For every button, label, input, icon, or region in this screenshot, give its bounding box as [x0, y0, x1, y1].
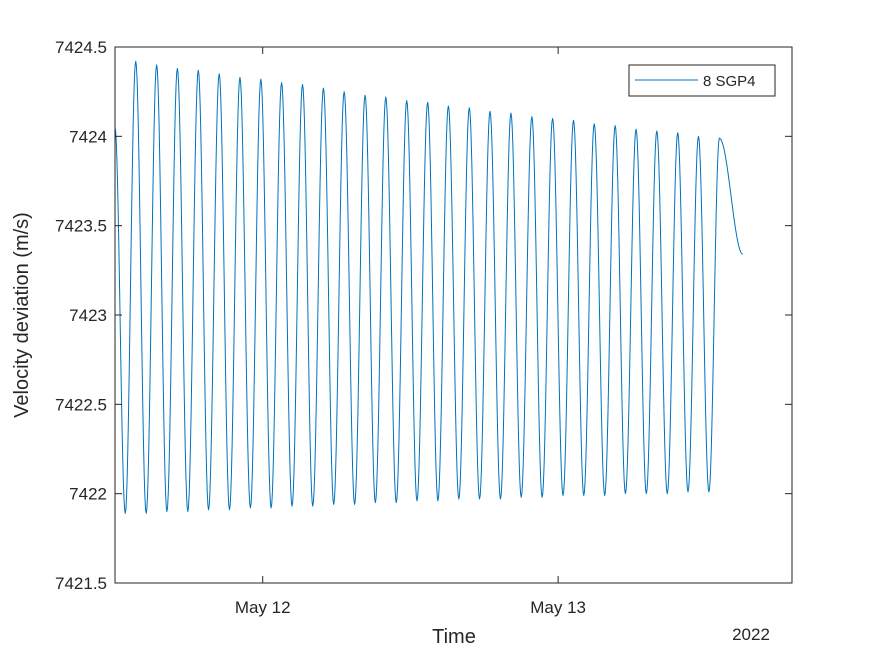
legend: 8 SGP4: [628, 64, 776, 97]
axes: 7421.5 7422 7422.5 7423 7423.5 7424 7424.5 May …: [55, 38, 793, 617]
plot-area: [114, 60, 744, 514]
legend-box: [628, 64, 776, 97]
x-axis-label: Time: [432, 626, 476, 648]
y-tick-label: 7423: [69, 306, 107, 325]
y-tick-label: 7423.5: [55, 217, 107, 236]
x-axis-year-label: 2022: [732, 625, 770, 644]
y-tick-label: 7422.5: [55, 395, 107, 414]
y-axis-label: Velocity deviation (m/s): [11, 212, 33, 418]
y-tick-label: 7424.5: [55, 38, 107, 57]
y-tick-label: 7421.5: [55, 574, 107, 593]
series-line-8-sgp4: [114, 60, 744, 514]
x-tick-label: May 13: [530, 598, 586, 617]
legend-entry-label: 8 SGP4: [703, 73, 756, 90]
x-tick-label: May 12: [235, 598, 291, 617]
y-tick-label: 7424: [69, 127, 107, 146]
y-tick-label: 7422: [69, 485, 107, 504]
